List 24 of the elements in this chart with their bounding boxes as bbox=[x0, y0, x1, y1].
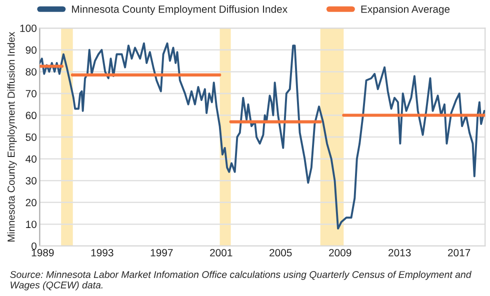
x-tick-label: 1993 bbox=[91, 249, 114, 256]
y-tick-label: 60 bbox=[26, 112, 37, 120]
legend-label: Minnesota County Employment Diffusion Index bbox=[72, 5, 288, 15]
y-tick-label: 20 bbox=[26, 198, 37, 206]
y-tick-label: 40 bbox=[26, 155, 37, 163]
y-tick-label: 70 bbox=[26, 90, 37, 98]
x-tick-label: 2005 bbox=[270, 249, 292, 256]
legend-label: Expansion Average bbox=[361, 5, 450, 15]
y-axis-title: Minnesota County Employment Diffusion Index bbox=[7, 32, 17, 242]
source-note: Source: Minnesota Labor Market Infomation Office calculations using Quarterly Census of Employment and Wages (QCEW) data. bbox=[10, 270, 472, 290]
y-tick-label: 30 bbox=[26, 177, 37, 184]
x-tick-label: 2013 bbox=[388, 249, 411, 256]
y-tick-label: 90 bbox=[26, 46, 37, 54]
x-tick-label: 2017 bbox=[448, 249, 470, 256]
y-tick-label: 10 bbox=[26, 220, 37, 228]
y-tick-label: 0 bbox=[32, 242, 37, 250]
x-tick-label: 2001 bbox=[210, 249, 232, 256]
x-tick-label: 1989 bbox=[32, 249, 54, 256]
y-tick-label: 100 bbox=[20, 24, 37, 32]
x-tick-label: 2009 bbox=[329, 249, 352, 256]
y-tick-label: 80 bbox=[26, 68, 37, 76]
line-series bbox=[40, 42, 486, 230]
x-tick-label: 1997 bbox=[150, 249, 173, 256]
y-tick-label: 50 bbox=[26, 134, 37, 141]
